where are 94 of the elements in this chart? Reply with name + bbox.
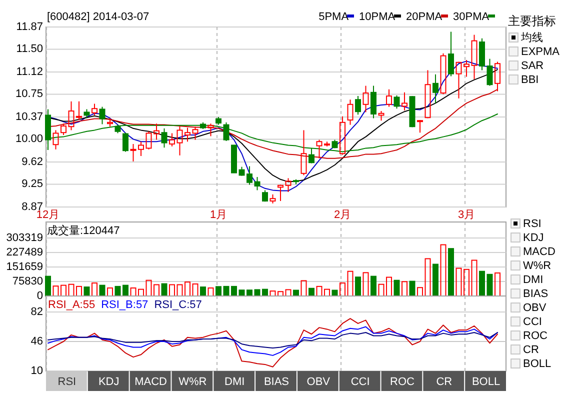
x-tick-label: 1月 <box>210 209 228 221</box>
text: ROC <box>523 330 548 342</box>
x-tick-label: 2月 <box>334 209 352 221</box>
text: CCI <box>350 376 370 388</box>
line-series <box>48 332 498 349</box>
text: DMI <box>224 376 245 388</box>
x-tick-label: 12月 <box>36 209 60 221</box>
bar <box>409 280 416 296</box>
line-series <box>48 326 498 356</box>
y-tick-label: 9.62 <box>22 156 43 168</box>
bar <box>417 287 423 296</box>
text: RSI <box>523 218 542 230</box>
text: CR <box>436 376 452 388</box>
bar <box>394 280 400 296</box>
legend-label: 5PMA <box>318 11 350 23</box>
y-tick-label: 11.87 <box>16 20 43 33</box>
x-tick-label: 3月 <box>458 209 476 221</box>
text: MACD <box>523 246 556 258</box>
bar <box>432 264 438 296</box>
y-tick-label: 227489 <box>6 246 43 258</box>
bar <box>494 272 500 296</box>
y-tick-label: 151659 <box>6 260 43 273</box>
y-tick-label: 10.37 <box>15 110 43 123</box>
y-tick-label: 46 <box>30 335 43 348</box>
text: KDJ <box>523 232 544 244</box>
bar <box>84 286 90 296</box>
text: MACD <box>134 376 168 388</box>
y-tick-label: 82 <box>30 306 43 318</box>
text: EXPMA <box>521 46 560 58</box>
candlestick <box>471 34 478 80</box>
bar <box>479 270 485 296</box>
bar <box>285 289 292 296</box>
legend-label: 10PMA <box>359 11 396 23</box>
y-tick-label: 10.75 <box>15 88 43 100</box>
y-tick-label: 11.12 <box>16 66 43 78</box>
bar <box>424 258 431 296</box>
bar <box>448 248 454 296</box>
bar <box>200 286 206 296</box>
candlestick <box>347 99 354 126</box>
bar <box>300 280 307 296</box>
candlestick <box>362 85 369 113</box>
bar <box>347 270 354 296</box>
text: RSI_C:57 <box>154 299 202 311</box>
text: CCI <box>523 316 542 328</box>
legend-label: 20PMA <box>406 11 443 23</box>
bar <box>107 287 113 296</box>
bar <box>161 283 168 296</box>
text: W%R <box>523 260 552 272</box>
text: CR <box>523 344 539 356</box>
bar <box>340 282 346 296</box>
bar <box>362 272 369 296</box>
text: BOLL <box>523 358 552 370</box>
bar <box>45 276 51 296</box>
bar <box>169 284 175 296</box>
text: RSI_B:57 <box>101 299 148 311</box>
text: W%R <box>178 376 207 388</box>
bar <box>486 274 493 296</box>
line-series <box>48 318 498 368</box>
candlestick <box>432 74 438 104</box>
text: OBV <box>523 302 547 314</box>
y-tick-label: 10.00 <box>15 133 43 146</box>
y-tick-label: 10 <box>30 364 43 377</box>
text: RSI_A:55 <box>48 299 96 311</box>
bar <box>370 276 376 296</box>
text: 主要指标 <box>508 14 556 28</box>
bar <box>92 282 98 296</box>
y-tick-label: 11.50 <box>16 43 43 56</box>
y-tick-label: 75830 <box>12 275 43 288</box>
y-tick-label: 9.25 <box>22 178 43 190</box>
text: KDJ <box>98 376 120 388</box>
chart-title: [600482] 2014-03-07 <box>47 11 150 23</box>
text: BIAS <box>264 376 290 388</box>
text: ROC <box>390 376 414 388</box>
bar <box>355 276 361 296</box>
text: BOLL <box>472 376 500 388</box>
bar <box>440 244 446 296</box>
text: RSI <box>58 376 76 388</box>
text: 均线 <box>520 30 543 44</box>
chart-title: 成交量:120447 <box>47 224 120 237</box>
text: BBI <box>521 74 539 86</box>
bar <box>208 287 214 296</box>
candlestick <box>402 92 408 111</box>
bar <box>471 260 478 296</box>
bar <box>99 284 106 296</box>
y-tick-label: 0 <box>36 290 43 302</box>
text: SAR <box>521 60 544 72</box>
text: OBV <box>306 376 331 388</box>
bar <box>216 286 222 296</box>
legend-label: 30PMA <box>453 11 490 23</box>
bar <box>192 283 198 296</box>
bar <box>402 281 408 296</box>
text: BIAS <box>523 288 548 300</box>
text: DMI <box>523 274 544 286</box>
y-tick-label: 303319 <box>6 232 43 244</box>
